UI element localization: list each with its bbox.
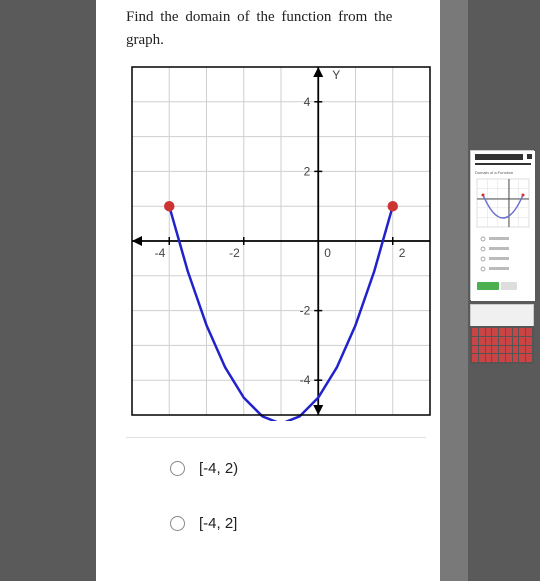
- divider: [126, 437, 426, 438]
- radio-icon[interactable]: [170, 461, 185, 476]
- question-prompt: Find the domain of the function from the…: [126, 6, 426, 51]
- thumbnail-preview: Domain of a Function: [471, 151, 535, 301]
- option-label: [-4, 2]: [199, 515, 237, 532]
- svg-text:0: 0: [324, 246, 331, 260]
- svg-text:2: 2: [304, 164, 311, 178]
- side-strip: [440, 0, 468, 581]
- answer-options: [-4, 2) [-4, 2]: [126, 460, 426, 532]
- svg-text:2: 2: [399, 246, 406, 260]
- svg-text:4: 4: [304, 95, 311, 109]
- radio-icon[interactable]: [170, 516, 185, 531]
- thumbnail-card[interactable]: Domain of a Function: [470, 150, 534, 300]
- svg-text:-4: -4: [300, 373, 311, 387]
- question-page: Find the domain of the function from the…: [96, 0, 440, 581]
- svg-text:-2: -2: [300, 304, 311, 318]
- dot-grid: [470, 326, 534, 364]
- chart-svg: -4 -2 0 2 -4 -2 2 4 Y: [126, 61, 436, 421]
- domain-chart: -4 -2 0 2 -4 -2 2 4 Y: [126, 61, 436, 421]
- option-row[interactable]: [-4, 2]: [170, 515, 426, 532]
- option-row[interactable]: [-4, 2): [170, 460, 426, 477]
- svg-text:Y: Y: [332, 68, 340, 82]
- option-label: [-4, 2): [199, 460, 238, 477]
- svg-text:Domain of a Function: Domain of a Function: [475, 170, 513, 175]
- svg-text:-2: -2: [229, 246, 240, 260]
- svg-text:-4: -4: [155, 246, 166, 260]
